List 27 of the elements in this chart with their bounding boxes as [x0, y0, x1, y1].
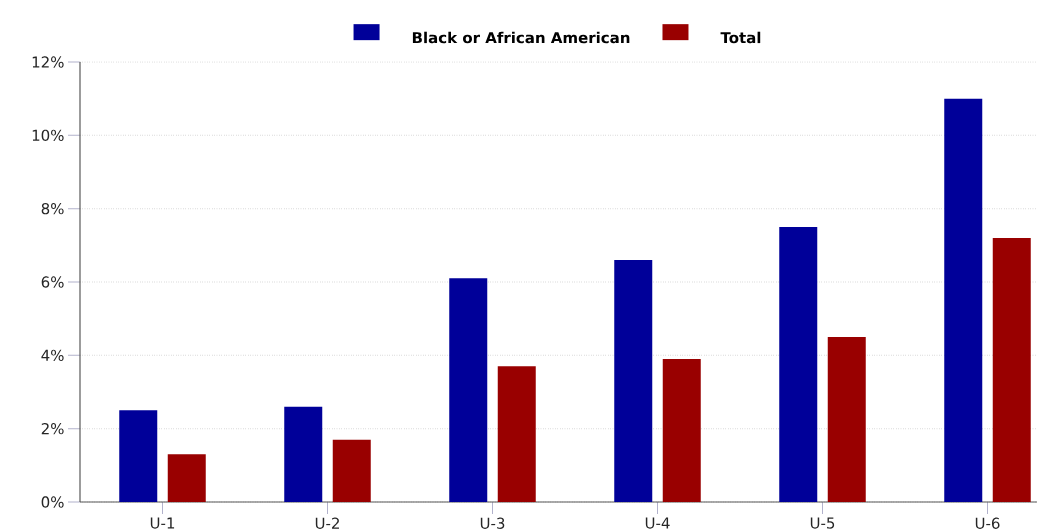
bar [614, 260, 653, 502]
x-tick-label: U-6 [975, 517, 1000, 529]
y-tick-label: 0% [41, 496, 64, 508]
y-tick-label: 2% [41, 422, 64, 435]
bar [332, 439, 371, 502]
bar [167, 454, 206, 502]
bar [449, 278, 488, 502]
y-tick-label: 8% [41, 202, 64, 215]
y-tick-label: 4% [41, 349, 64, 362]
bar [497, 366, 536, 502]
bar [119, 410, 158, 502]
legend-label: Total [720, 31, 761, 44]
x-tick-label: U-1 [150, 517, 175, 529]
y-tick-label: 12% [32, 56, 64, 68]
y-tick-label: 10% [32, 129, 64, 142]
x-tick-label: U-4 [645, 517, 670, 529]
x-tick-label: U-3 [480, 517, 505, 529]
bar [284, 406, 323, 502]
bar [779, 227, 818, 502]
y-tick-label: 6% [41, 276, 64, 288]
legend-label: Black or African American [412, 31, 630, 44]
x-tick-label: U-2 [315, 517, 339, 529]
bar [944, 98, 983, 502]
bar [992, 238, 1031, 502]
bar [827, 337, 866, 502]
x-tick-label: U-5 [810, 517, 835, 529]
bar [662, 359, 701, 502]
